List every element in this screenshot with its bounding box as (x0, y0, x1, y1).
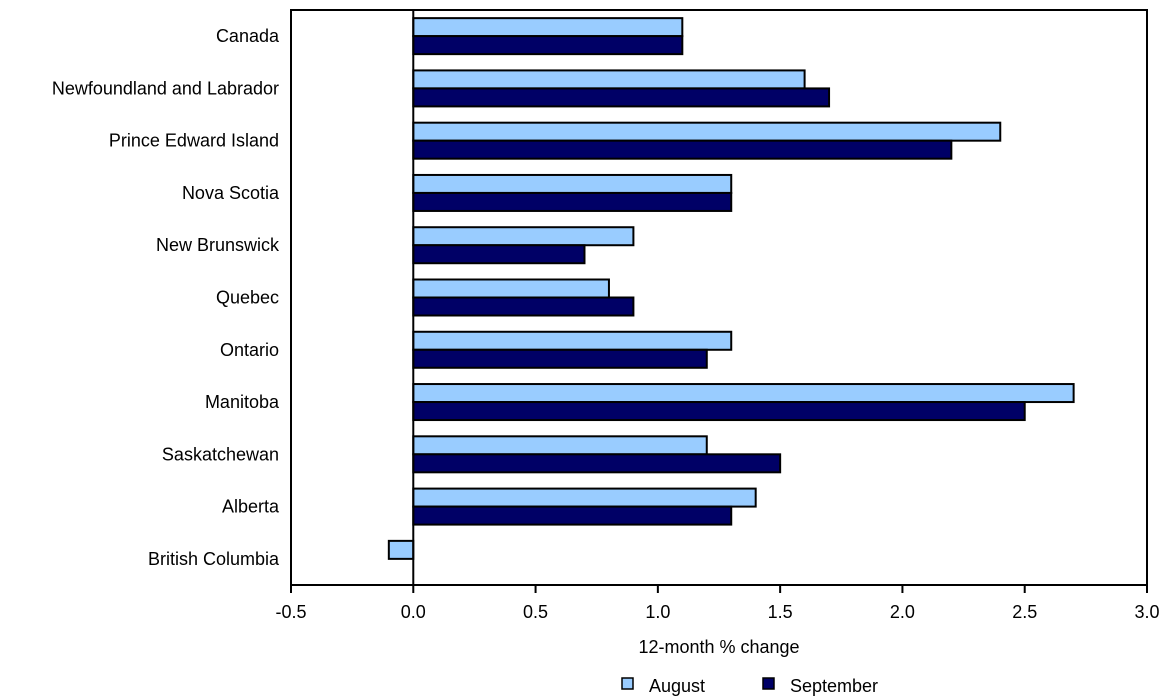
legend: August September (621, 676, 878, 696)
bar-august-7 (412, 383, 1075, 404)
category-label: Manitoba (205, 392, 280, 412)
legend-swatch-august (621, 677, 634, 690)
x-axis-title: 12-month % change (638, 637, 799, 657)
category-label: British Columbia (148, 549, 280, 569)
x-tick-label: 2.5 (1012, 602, 1037, 622)
bar-september-6 (412, 348, 708, 369)
bar-august-10 (387, 539, 415, 560)
plot-frame (290, 9, 1148, 586)
category-label: Saskatchewan (162, 444, 279, 464)
bar-august-6 (412, 330, 733, 351)
x-tick-label: 0.5 (523, 602, 548, 622)
category-label: Canada (216, 26, 280, 46)
bar-september-3 (412, 191, 733, 212)
bar-september-4 (412, 244, 586, 265)
category-label: Ontario (220, 340, 279, 360)
category-label: Quebec (216, 288, 279, 308)
bar-september-8 (412, 453, 782, 474)
category-label: Prince Edward Island (109, 131, 279, 151)
bar-september-7 (412, 401, 1026, 422)
legend-label-august: August (649, 676, 705, 696)
legend-swatch-september (762, 677, 775, 690)
category-labels: Canada Newfoundland and Labrador Prince Ed… (52, 26, 280, 569)
bar-august-4 (412, 226, 635, 247)
category-label: Alberta (222, 497, 280, 517)
bars-group (387, 17, 1075, 560)
category-label: Newfoundland and Labrador (52, 78, 279, 98)
bar-september-0 (412, 35, 684, 56)
bar-september-9 (412, 505, 733, 526)
bar-september-5 (412, 296, 635, 317)
bar-august-8 (412, 435, 708, 456)
x-tick-label: -0.5 (275, 602, 306, 622)
x-tick-label: 1.5 (768, 602, 793, 622)
bar-september-1 (412, 87, 831, 108)
bar-august-9 (412, 487, 757, 508)
category-label: New Brunswick (156, 235, 280, 255)
x-axis-ticks: -0.5 0.0 0.5 1.0 1.5 2.0 2.5 3.0 (275, 585, 1160, 622)
bar-august-0 (412, 17, 684, 38)
bar-august-2 (412, 121, 1002, 142)
x-tick-label: 3.0 (1134, 602, 1159, 622)
bar-september-2 (412, 139, 953, 160)
x-tick-label: 2.0 (890, 602, 915, 622)
bar-august-5 (412, 278, 610, 299)
bar-august-1 (412, 69, 806, 90)
bar-august-3 (412, 173, 733, 194)
x-tick-label: 0.0 (401, 602, 426, 622)
category-label: Nova Scotia (182, 183, 280, 203)
x-tick-label: 1.0 (645, 602, 670, 622)
legend-label-september: September (790, 676, 878, 696)
